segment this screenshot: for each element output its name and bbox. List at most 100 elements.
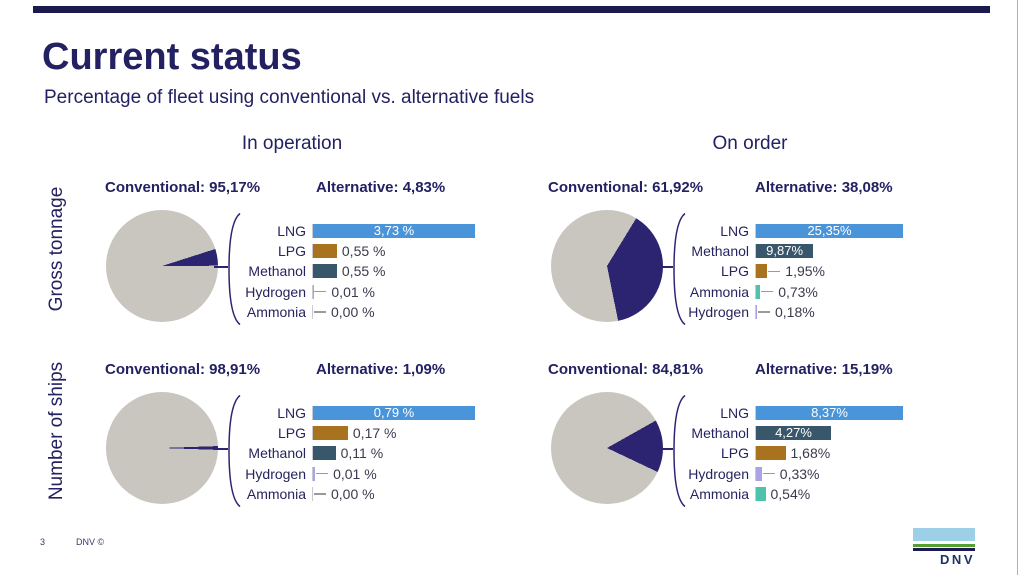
ammonia-bar: [756, 486, 766, 501]
value-leader-line: [762, 472, 775, 475]
lng-bar: [756, 224, 903, 239]
bar-zone: 0,55 %: [312, 263, 475, 280]
bar-zone: 1,95%: [755, 263, 903, 280]
top-accent-bar: [33, 6, 990, 13]
column-header-in-operation: In operation: [241, 133, 343, 154]
column-header-on-order: On order: [712, 133, 788, 154]
alternative-share-label: Alternative: 1,09%: [316, 361, 446, 378]
fuel-label: Ammonia: [689, 283, 749, 300]
bar-row: LPG 1,68%: [675, 443, 903, 463]
value-leader-line: [314, 290, 327, 293]
value-leader-line: [758, 311, 770, 313]
value-leader-line: [314, 493, 326, 495]
bar-row: Ammonia 0,54%: [675, 484, 903, 504]
bar-row: Hydrogen 0,01 %: [232, 464, 475, 484]
bar-row: Ammonia 0,73%: [675, 282, 903, 302]
bar-row: LPG 1,95%: [675, 261, 903, 281]
bar-chart: LNG 3,73 % LPG 0,55 % Methanol 0,55 % Hydrogen…: [232, 221, 475, 322]
fuel-label: LNG: [720, 405, 749, 422]
bar-zone: 0,00 %: [312, 303, 475, 320]
fuel-label: LPG: [277, 243, 306, 260]
fuel-label: LNG: [277, 223, 306, 240]
bar-chart: LNG 8,37% Methanol 4,27% LPG 1,68% Hydrogen 0,3…: [675, 403, 903, 504]
methanol-bar: [313, 264, 337, 279]
bar-value: 3,73 %: [373, 223, 415, 239]
bar-value: 0,18%: [775, 303, 815, 320]
fuel-label: LPG: [277, 425, 306, 442]
bar-zone: 8,37%: [755, 405, 903, 421]
bar-zone: 25,35%: [755, 224, 903, 239]
brace-bracket-icon: [673, 394, 686, 508]
panel-gross-tonnage-on-order: Conventional: 61,92% Alternative: 38,08%…: [535, 170, 975, 350]
bar-value: 0,00 %: [331, 303, 375, 320]
bar-value: 0,00 %: [331, 485, 375, 502]
pie-chart: [551, 210, 663, 322]
bar-value: 0,55 %: [341, 263, 386, 280]
value-leader-line: [314, 311, 326, 313]
pie-chart: [106, 392, 218, 504]
logo-blue-bar: [913, 528, 975, 541]
panel-number-of-ships-in-operation: Conventional: 98,91% Alternative: 1,09% …: [90, 352, 530, 532]
bar-zone: 4,27%: [755, 425, 903, 441]
logo-green-line: [913, 544, 975, 547]
bar-value: 0,33%: [779, 465, 820, 482]
fuel-label: Ammonia: [246, 485, 306, 502]
logo-wordmark: DNV: [940, 551, 975, 567]
bar-value: 4,27%: [775, 425, 812, 441]
hydrogen-bar: [756, 466, 762, 481]
lng-bar: [756, 406, 903, 421]
value-leader-line: [768, 270, 781, 273]
fuel-label: Hydrogen: [245, 283, 306, 300]
methanol-bar: [756, 244, 814, 259]
bar-value: 0,79 %: [373, 405, 415, 421]
lng-bar: [313, 406, 475, 421]
bar-zone: 0,54%: [755, 486, 903, 502]
pie-connector-line: [214, 448, 228, 450]
bar-row: LPG 0,55 %: [232, 241, 475, 261]
page-number: 3: [40, 537, 46, 547]
pie-chart: [106, 210, 218, 322]
bar-zone: 3,73 %: [312, 223, 475, 239]
fuel-label: Ammonia: [689, 485, 749, 502]
conventional-share-label: Conventional: 84,81%: [548, 361, 704, 378]
hydrogen-bar: [313, 466, 316, 481]
lpg-bar: [313, 426, 348, 441]
bar-value: 1,95%: [785, 263, 825, 280]
row-header-number-of-ships: Number of ships: [46, 361, 67, 501]
fuel-label: Hydrogen: [688, 465, 749, 482]
bar-row: Hydrogen 0,33%: [675, 464, 903, 484]
bar-chart: LNG 0,79 % LPG 0,17 % Methanol 0,11 % Hydrogen…: [232, 403, 475, 504]
bar-row: LNG 8,37%: [675, 403, 903, 423]
bar-value: 0,01 %: [333, 465, 377, 482]
methanol-bar: [313, 446, 336, 461]
bar-zone: 0,18%: [755, 303, 903, 320]
bar-row: LNG 25,35%: [675, 221, 903, 241]
fuel-label: Hydrogen: [245, 465, 306, 482]
alternative-share-label: Alternative: 4,83%: [316, 179, 446, 196]
bar-chart: LNG 25,35% Methanol 9,87% LPG 1,95% Ammonia 0,7…: [675, 221, 903, 322]
bar-value: 1,68%: [790, 445, 831, 462]
row-header-gross-tonnage: Gross tonnage: [46, 186, 67, 312]
bar-value: 8,37%: [811, 405, 848, 421]
brace-bracket-icon: [228, 394, 241, 508]
pie-connector-line: [659, 266, 673, 268]
logo-navy-line: [913, 548, 975, 551]
fuel-label: Ammonia: [246, 303, 306, 320]
brace-bracket-icon: [673, 212, 686, 326]
bar-zone: 0,00 %: [312, 485, 475, 502]
bar-zone: 0,33%: [755, 465, 903, 482]
bar-value: 0,01 %: [331, 283, 375, 300]
alternative-share-label: Alternative: 15,19%: [755, 361, 893, 378]
bar-row: Hydrogen 0,18%: [675, 302, 903, 322]
bar-row: Methanol 0,55 %: [232, 261, 475, 281]
bar-value: 0,11 %: [340, 445, 384, 462]
bar-row: LNG 3,73 %: [232, 221, 475, 241]
bar-value: 9,87%: [766, 243, 804, 259]
bar-zone: 0,01 %: [312, 283, 475, 300]
pie-connector-line: [214, 266, 228, 268]
conventional-share-label: Conventional: 98,91%: [105, 361, 261, 378]
fuel-label: Hydrogen: [688, 303, 749, 320]
fuel-label: Methanol: [691, 425, 749, 442]
fuel-label: Methanol: [248, 263, 306, 280]
